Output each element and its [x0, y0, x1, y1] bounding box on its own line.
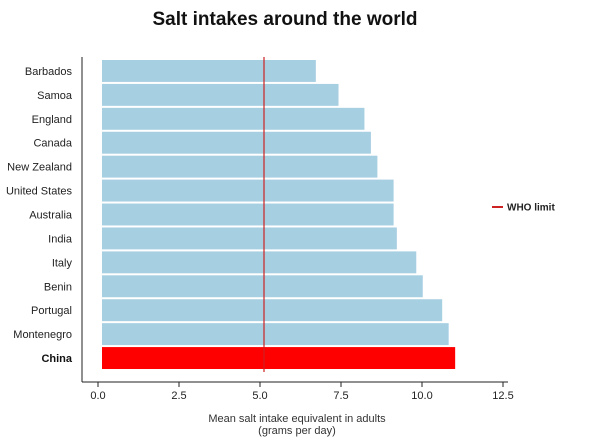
- chart-title: Salt intakes around the world: [153, 9, 418, 30]
- bar-new-zealand: [102, 155, 378, 178]
- legend-label: WHO limit: [507, 203, 555, 214]
- y-label-portugal: Portugal: [31, 305, 72, 317]
- y-label-united-states: United States: [6, 186, 73, 198]
- x-tick-label: 10.0: [411, 390, 432, 402]
- bar-samoa: [102, 83, 339, 106]
- y-label-barbados: Barbados: [25, 66, 73, 78]
- x-tick-label: 5.0: [252, 390, 267, 402]
- x-axis-label-line-1: Mean salt intake equivalent in adults: [208, 413, 386, 425]
- y-label-italy: Italy: [52, 257, 73, 269]
- bar-group: [102, 60, 456, 369]
- y-label-china: China: [41, 353, 72, 365]
- x-tick-label: 2.5: [171, 390, 186, 402]
- bar-australia: [102, 203, 394, 226]
- bar-barbados: [102, 60, 316, 82]
- y-label-india: India: [48, 233, 73, 245]
- bar-benin: [102, 275, 423, 298]
- bar-china: [102, 347, 456, 369]
- y-label-australia: Australia: [29, 210, 73, 222]
- y-label-samoa: Samoa: [37, 90, 73, 102]
- bar-italy: [102, 251, 417, 274]
- x-tick-label: 0.0: [90, 390, 105, 402]
- x-tick-label: 12.5: [492, 390, 513, 402]
- legend: WHO limit: [492, 203, 555, 214]
- bar-portugal: [102, 299, 443, 322]
- y-label-benin: Benin: [44, 281, 72, 293]
- y-label-montenegro: Montenegro: [13, 329, 72, 341]
- bar-united-states: [102, 179, 394, 202]
- bar-india: [102, 227, 397, 250]
- y-label-new-zealand: New Zealand: [7, 162, 72, 174]
- y-label-canada: Canada: [33, 138, 72, 150]
- x-tick-label: 7.5: [333, 390, 348, 402]
- bar-montenegro: [102, 323, 449, 346]
- x-axis-ticks: 0.0 2.5 5.0 7.5 10.0 12.5: [90, 382, 514, 402]
- axes: [81, 57, 508, 383]
- bar-england: [102, 107, 365, 130]
- y-label-england: England: [32, 114, 72, 126]
- x-axis-label-line-2: (grams per day): [258, 425, 336, 437]
- y-axis-labels: Barbados Samoa England Canada New Zealand Uni…: [6, 66, 73, 365]
- bar-canada: [102, 131, 371, 154]
